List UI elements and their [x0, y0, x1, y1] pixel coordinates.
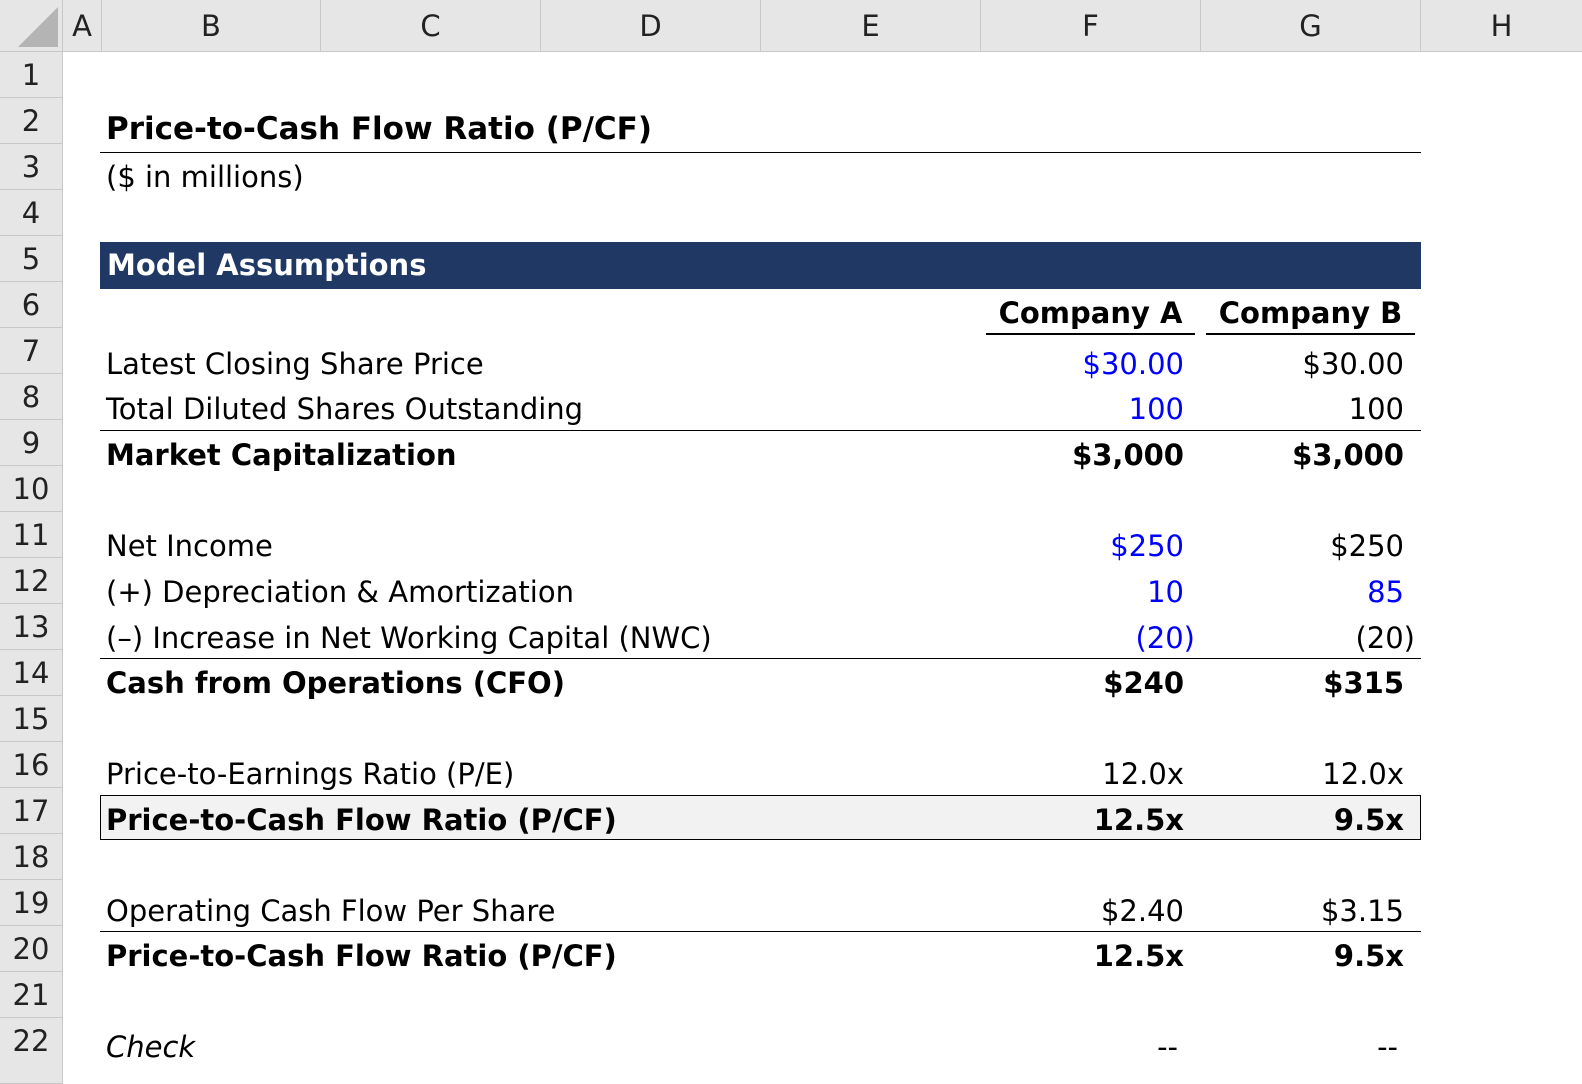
pcf-ratio-company-b[interactable]: 9.5x [1333, 803, 1404, 837]
column-header-g[interactable]: G [1201, 0, 1421, 52]
ocf-per-share-company-a[interactable]: $2.40 [1100, 894, 1184, 928]
row-header-2[interactable]: 2 [0, 98, 63, 144]
market-cap-company-a[interactable]: $3,000 [1072, 438, 1184, 472]
pcf-ratio-alt-label[interactable]: Price-to-Cash Flow Ratio (P/CF) [106, 939, 617, 973]
market-cap-label[interactable]: Market Capitalization [106, 438, 457, 472]
row-header-16[interactable]: 16 [0, 742, 63, 788]
row-header-13[interactable]: 13 [0, 604, 63, 650]
share-price-company-a[interactable]: $30.00 [1082, 347, 1184, 381]
column-header-f[interactable]: F [981, 0, 1201, 52]
company-a-header-underline [986, 333, 1195, 335]
net-income-company-a[interactable]: $250 [1110, 529, 1184, 563]
diluted-shares-label[interactable]: Total Diluted Shares Outstanding [106, 392, 584, 426]
cfo-label[interactable]: Cash from Operations (CFO) [106, 666, 565, 700]
column-header-c[interactable]: C [321, 0, 541, 52]
ocf-per-share-company-b[interactable]: $3.15 [1320, 894, 1404, 928]
row-header-8[interactable]: 8 [0, 374, 63, 420]
market-cap-top-border [100, 430, 1421, 431]
pcf-ratio-company-a[interactable]: 12.5x [1093, 803, 1184, 837]
row-header-4[interactable]: 4 [0, 190, 63, 236]
pcf-ratio-alt-company-a[interactable]: 12.5x [1093, 939, 1184, 973]
net-income-company-b[interactable]: $250 [1330, 529, 1404, 563]
check-company-b[interactable]: -- [1377, 1030, 1398, 1064]
column-header-a[interactable]: A [63, 0, 102, 52]
row-header-1[interactable]: 1 [0, 52, 63, 98]
da-company-b[interactable]: 85 [1367, 575, 1404, 609]
row-header-18[interactable]: 18 [0, 834, 63, 880]
column-header-b[interactable]: B [102, 0, 321, 52]
share-price-company-b[interactable]: $30.00 [1302, 347, 1404, 381]
pcf-ratio-label[interactable]: Price-to-Cash Flow Ratio (P/CF) [106, 803, 617, 837]
nwc-company-b[interactable]: (20) [1355, 621, 1415, 655]
row-header-21[interactable]: 21 [0, 972, 63, 1018]
row-header-10[interactable]: 10 [0, 466, 63, 512]
da-company-a[interactable]: 10 [1147, 575, 1184, 609]
section-header-banner[interactable]: Model Assumptions [100, 242, 1421, 289]
page-title[interactable]: Price-to-Cash Flow Ratio (P/CF) [106, 111, 653, 147]
company-a-header[interactable]: Company A [998, 296, 1183, 330]
column-header-h[interactable]: H [1421, 0, 1582, 52]
row-header-6[interactable]: 6 [0, 282, 63, 328]
title-underline [100, 152, 1421, 153]
company-b-header-underline [1206, 333, 1415, 335]
row-header-20[interactable]: 20 [0, 926, 63, 972]
row-header-11[interactable]: 11 [0, 512, 63, 558]
pe-ratio-company-b[interactable]: 12.0x [1322, 757, 1404, 791]
column-header-d[interactable]: D [541, 0, 761, 52]
pcf-ratio-alt-company-b[interactable]: 9.5x [1333, 939, 1404, 973]
cfo-company-a[interactable]: $240 [1103, 666, 1184, 700]
select-all-corner[interactable] [0, 0, 63, 52]
select-all-triangle-icon [18, 7, 58, 47]
units-subtitle[interactable]: ($ in millions) [106, 160, 304, 194]
pe-ratio-company-a[interactable]: 12.0x [1102, 757, 1184, 791]
pcf-alt-top-border [100, 931, 1421, 932]
row-header-7[interactable]: 7 [0, 328, 63, 374]
row-header-14[interactable]: 14 [0, 650, 63, 696]
net-income-label[interactable]: Net Income [106, 529, 273, 563]
check-company-a[interactable]: -- [1157, 1030, 1178, 1064]
diluted-shares-company-b[interactable]: 100 [1348, 392, 1404, 426]
company-b-header[interactable]: Company B [1218, 296, 1403, 330]
da-label[interactable]: (+) Depreciation & Amortization [106, 575, 574, 609]
check-label[interactable]: Check [106, 1030, 196, 1064]
cfo-top-border [100, 658, 1421, 659]
column-header-e[interactable]: E [761, 0, 981, 52]
ocf-per-share-label[interactable]: Operating Cash Flow Per Share [106, 894, 556, 928]
row-header-9[interactable]: 9 [0, 420, 63, 466]
nwc-label[interactable]: (–) Increase in Net Working Capital (NWC… [106, 621, 712, 655]
row-header-15[interactable]: 15 [0, 696, 63, 742]
row-header-22[interactable]: 22 [0, 1018, 63, 1084]
pcf-highlight-box [100, 795, 1421, 840]
section-header-label: Model Assumptions [107, 248, 427, 282]
row-header-12[interactable]: 12 [0, 558, 63, 604]
nwc-company-a[interactable]: (20) [1135, 621, 1195, 655]
row-header-3[interactable]: 3 [0, 144, 63, 190]
row-header-19[interactable]: 19 [0, 880, 63, 926]
pe-ratio-label[interactable]: Price-to-Earnings Ratio (P/E) [106, 757, 515, 791]
diluted-shares-company-a[interactable]: 100 [1128, 392, 1184, 426]
market-cap-company-b[interactable]: $3,000 [1292, 438, 1404, 472]
cfo-company-b[interactable]: $315 [1323, 666, 1404, 700]
row-header-5[interactable]: 5 [0, 236, 63, 282]
row-header-17[interactable]: 17 [0, 788, 63, 834]
share-price-label[interactable]: Latest Closing Share Price [106, 347, 484, 381]
